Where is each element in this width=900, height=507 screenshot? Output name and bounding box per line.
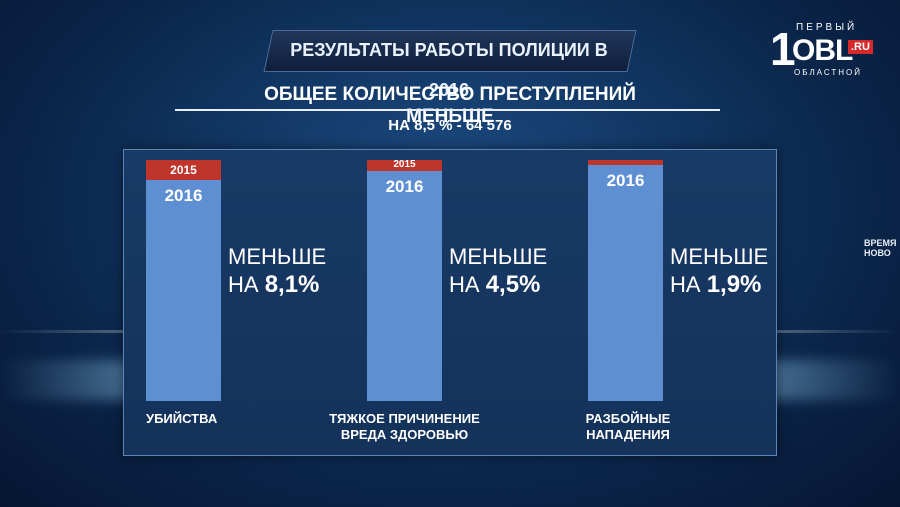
category-label-line: РАЗБОЙНЫЕ bbox=[585, 411, 671, 426]
subtitle-underline bbox=[175, 109, 720, 111]
chart-subtitle-total: НА 8,5 % - 64 576 bbox=[388, 117, 512, 134]
bar-2015 bbox=[588, 160, 663, 165]
bar-2015 bbox=[146, 160, 221, 180]
decrease-percent: 8,1% bbox=[264, 271, 320, 298]
bar-2015 bbox=[367, 160, 442, 171]
year-label-2016: 2016 bbox=[385, 176, 424, 196]
decrease-word: МЕНЬШЕ bbox=[449, 244, 548, 269]
decrease-label: МЕНЬШЕ НА 1,9% bbox=[670, 243, 768, 299]
logo-bottom-text: ОБЛАСТНОЙ bbox=[794, 68, 863, 77]
decrease-word: МЕНЬШЕ bbox=[670, 244, 769, 269]
category-label: УБИЙСТВА bbox=[146, 411, 217, 427]
bar-2016 bbox=[588, 164, 663, 401]
decrease-value-line: НА 1,9% bbox=[670, 271, 768, 299]
bar-2016 bbox=[367, 170, 442, 401]
decrease-label: МЕНЬШЕ НА 8,1% bbox=[228, 243, 326, 299]
year-label-2016: 2016 bbox=[164, 185, 203, 205]
decrease-label: МЕНЬШЕ НА 4,5% bbox=[449, 243, 547, 299]
year-label-2015: 2015 bbox=[170, 162, 197, 177]
side-caption: ВРЕМЯ НОВО bbox=[864, 238, 897, 258]
decrease-percent: 1,9% bbox=[706, 271, 762, 298]
decrease-word: МЕНЬШЕ bbox=[228, 244, 327, 269]
decrease-on: НА bbox=[228, 272, 265, 297]
decrease-percent: 4,5% bbox=[485, 271, 541, 298]
year-label-2016: 2016 bbox=[606, 170, 645, 190]
logo-digit: 1 bbox=[770, 23, 796, 75]
chart-title: РЕЗУЛЬТАТЫ РАБОТЫ ПОЛИЦИИ В 2016 bbox=[290, 40, 608, 100]
logo-top-text: ПЕРВЫЙ bbox=[796, 22, 858, 33]
category-label-line: НАПАДЕНИЯ bbox=[586, 427, 670, 442]
decrease-on: НА bbox=[449, 272, 486, 297]
decrease-value-line: НА 4,5% bbox=[449, 271, 547, 299]
category-label: ТЯЖКОЕ ПРИЧИНЕНИЕ ВРЕДА ЗДОРОВЬЮ bbox=[322, 411, 487, 443]
category-label-line: УБИЙСТВА bbox=[146, 411, 218, 426]
decrease-value-line: НА 8,1% bbox=[228, 271, 326, 299]
chart-subtitle: ОБЩЕЕ КОЛИЧЕСТВО ПРЕСТУПЛЕНИЙ МЕНЬШЕ bbox=[264, 84, 636, 127]
bar-2016 bbox=[146, 179, 221, 401]
category-label-line: ВРЕДА ЗДОРОВЬЮ bbox=[340, 427, 469, 442]
category-label-line: ТЯЖКОЕ ПРИЧИНЕНИЕ bbox=[329, 411, 480, 426]
category-label: РАЗБОЙНЫЕ НАПАДЕНИЯ bbox=[583, 411, 673, 443]
year-label-2015: 2015 bbox=[393, 159, 416, 171]
decrease-on: НА bbox=[670, 272, 707, 297]
chart-panel: 2015 2016 МЕНЬШЕ НА 8,1% УБИЙСТВА 2015 2016 МЕН… bbox=[123, 149, 777, 456]
logo-main-text: OBL bbox=[792, 34, 853, 67]
channel-logo: 1 ПЕРВЫЙ OBL .RU ОБЛАСТНОЙ bbox=[770, 22, 880, 80]
logo-ru-badge: .RU bbox=[848, 40, 873, 54]
